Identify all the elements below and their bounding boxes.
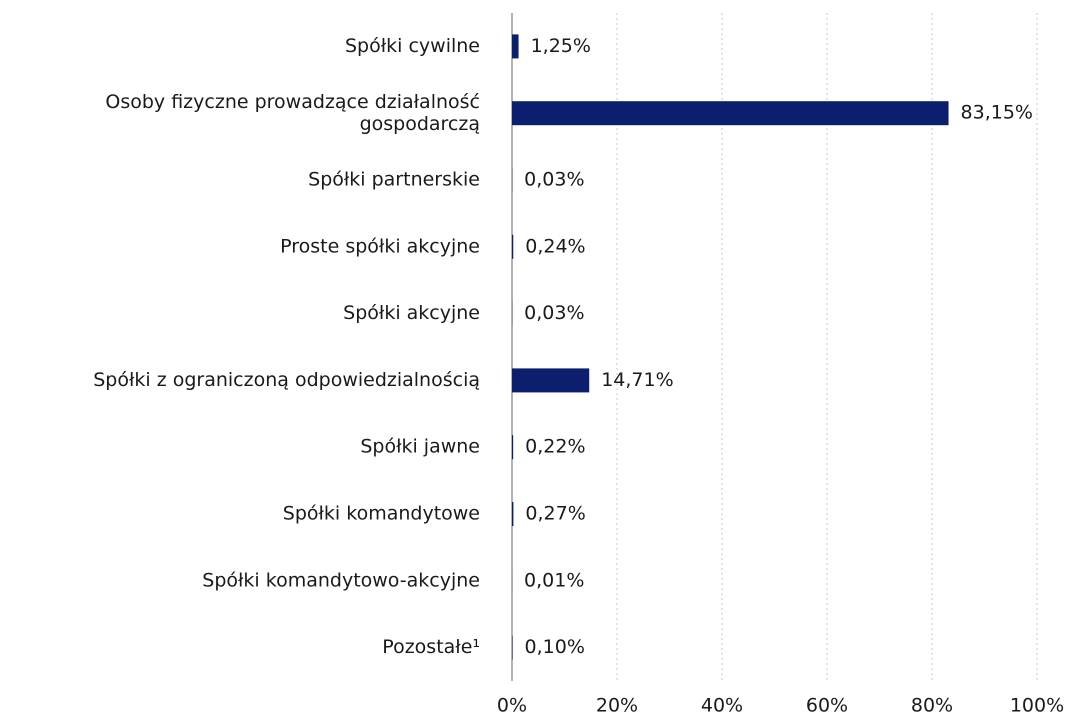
category-label: Osoby fizyczne prowadzące działalność gos… <box>105 91 480 135</box>
value-label: 0,03% <box>524 169 584 191</box>
value-label: 0,27% <box>525 503 585 525</box>
x-tick-label: 80% <box>911 695 953 717</box>
category-label: Spółki z ograniczoną odpowiedzialnością <box>93 369 480 391</box>
bar <box>512 435 514 460</box>
x-tick-label: 0% <box>497 695 527 717</box>
value-label: 83,15% <box>961 102 1033 124</box>
bar <box>512 502 514 526</box>
category-label: Spółki akcyjne <box>343 302 480 324</box>
category-label: Spółki jawne <box>360 436 480 458</box>
bar <box>512 34 519 59</box>
value-label: 1,25% <box>531 35 591 57</box>
bar <box>512 635 513 660</box>
category-label: Spółki komandytowe <box>283 503 480 525</box>
category-label: Spółki partnerskie <box>308 169 480 191</box>
category-label: Proste spółki akcyjne <box>280 235 480 257</box>
x-tick-label: 100% <box>1010 695 1064 717</box>
bar <box>512 101 949 126</box>
bar <box>512 234 514 259</box>
category-label: Spółki cywilne <box>345 35 480 57</box>
value-label: 14,71% <box>601 369 673 391</box>
value-label: 0,24% <box>525 235 585 257</box>
bar <box>512 368 590 393</box>
category-label: Spółki komandytowo-akcyjne <box>202 569 480 591</box>
value-label: 0,03% <box>524 302 584 324</box>
category-label: Pozostałe¹ <box>382 636 480 658</box>
value-label: 0,10% <box>525 636 585 658</box>
x-tick-label: 20% <box>596 695 638 717</box>
value-label: 0,22% <box>525 436 585 458</box>
x-tick-label: 40% <box>701 695 743 717</box>
x-tick-label: 60% <box>806 695 848 717</box>
value-label: 0,01% <box>524 569 584 591</box>
